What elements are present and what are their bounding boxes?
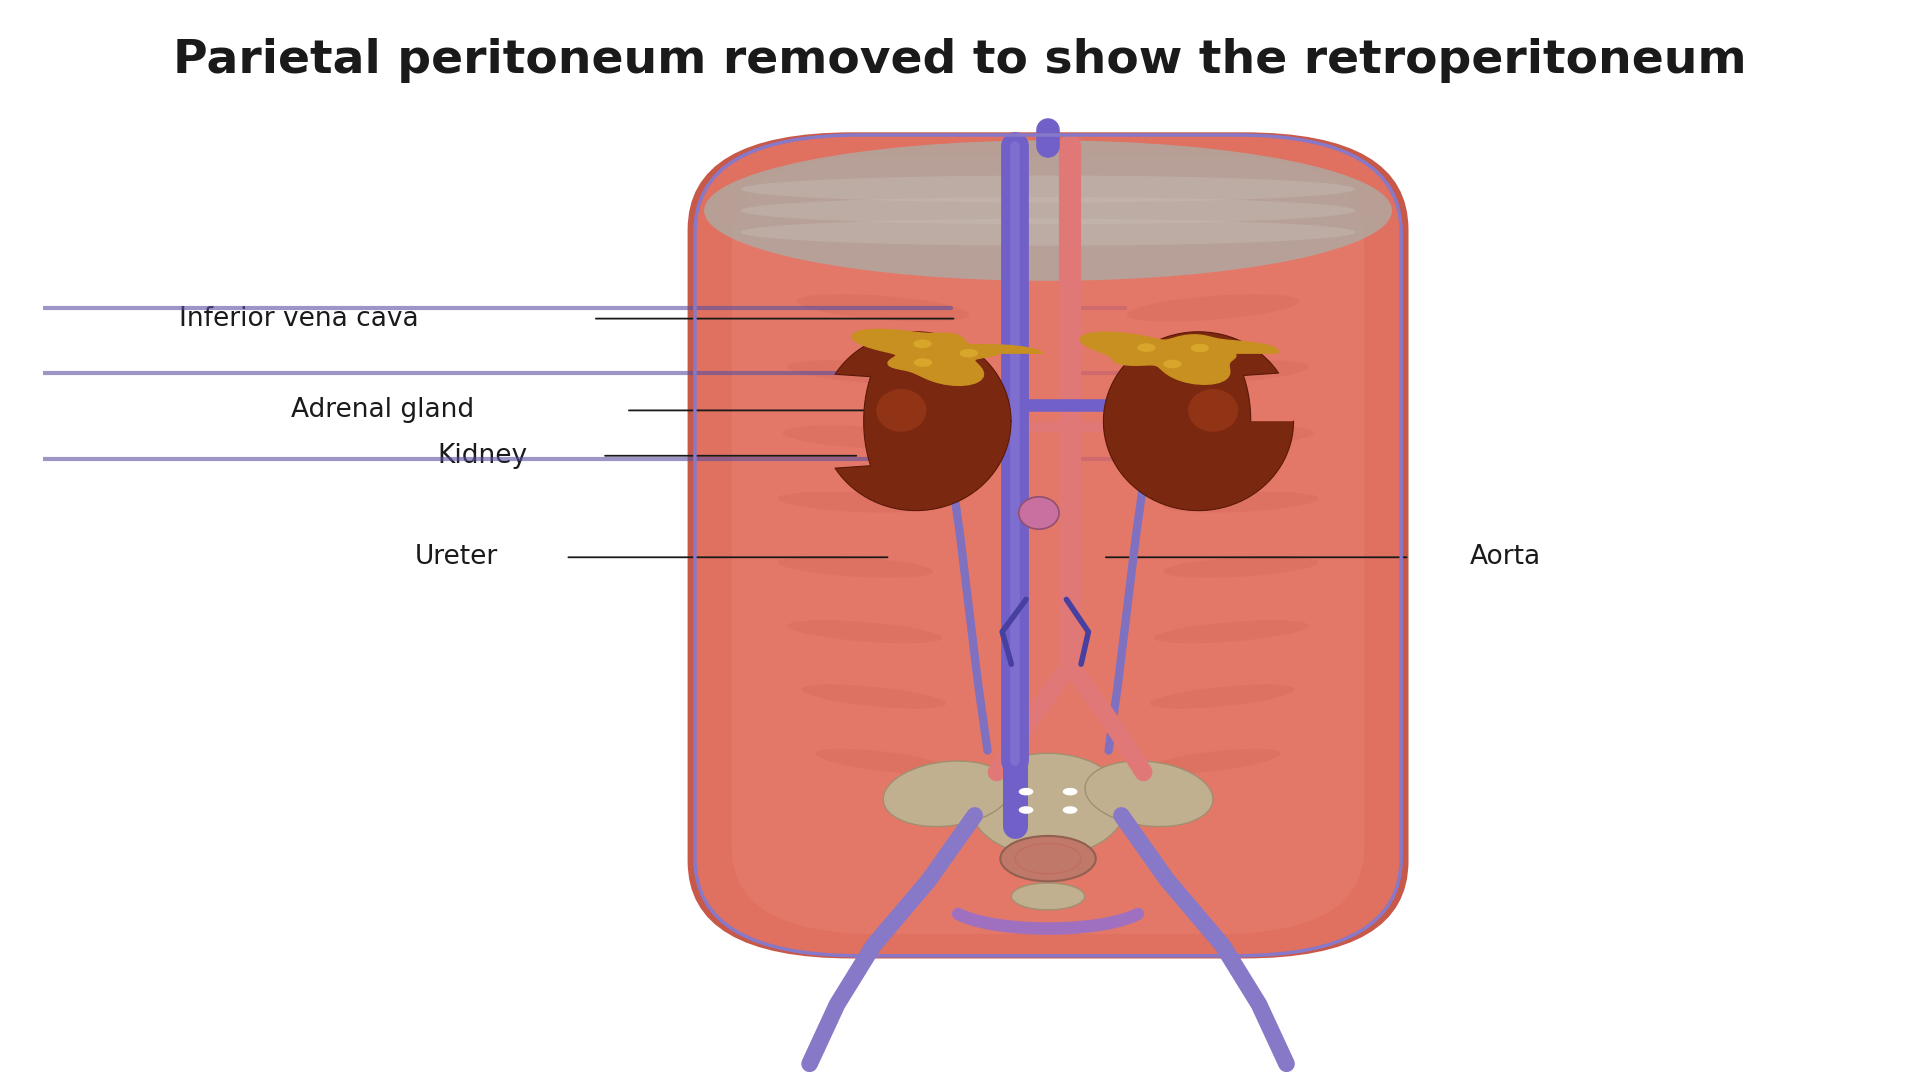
Text: Adrenal gland: Adrenal gland <box>290 397 474 423</box>
Ellipse shape <box>1137 361 1309 384</box>
Ellipse shape <box>797 294 970 322</box>
Ellipse shape <box>816 748 950 774</box>
Ellipse shape <box>970 754 1125 855</box>
Ellipse shape <box>1020 497 1060 529</box>
Ellipse shape <box>1190 343 1210 352</box>
Ellipse shape <box>883 761 1012 826</box>
Text: Inferior vena cava: Inferior vena cava <box>179 306 419 332</box>
Ellipse shape <box>783 426 947 449</box>
Ellipse shape <box>1020 788 1033 795</box>
Ellipse shape <box>778 491 933 513</box>
Polygon shape <box>1081 333 1279 384</box>
Ellipse shape <box>1164 491 1319 513</box>
Text: Kidney: Kidney <box>438 443 528 469</box>
PathPatch shape <box>687 133 1409 959</box>
Ellipse shape <box>741 218 1356 245</box>
Ellipse shape <box>741 197 1356 224</box>
Polygon shape <box>1104 332 1294 511</box>
Ellipse shape <box>1188 389 1238 432</box>
Ellipse shape <box>1064 788 1077 795</box>
Ellipse shape <box>1164 556 1319 578</box>
Ellipse shape <box>960 349 977 357</box>
Ellipse shape <box>876 389 925 432</box>
Ellipse shape <box>705 140 1392 281</box>
Text: Aorta: Aorta <box>1471 544 1542 570</box>
Ellipse shape <box>914 359 931 367</box>
Text: Parietal peritoneum removed to show the retroperitoneum: Parietal peritoneum removed to show the … <box>173 38 1747 83</box>
Ellipse shape <box>1127 294 1300 322</box>
Ellipse shape <box>1164 360 1181 368</box>
Ellipse shape <box>1150 685 1294 708</box>
Ellipse shape <box>914 339 931 348</box>
Ellipse shape <box>1064 806 1077 814</box>
Ellipse shape <box>1137 343 1156 352</box>
Ellipse shape <box>1154 620 1309 644</box>
Ellipse shape <box>801 685 947 708</box>
Ellipse shape <box>1085 761 1213 826</box>
Ellipse shape <box>1150 426 1313 449</box>
Polygon shape <box>852 329 1043 386</box>
PathPatch shape <box>695 135 1402 956</box>
Ellipse shape <box>787 361 960 384</box>
Ellipse shape <box>1020 806 1033 814</box>
Ellipse shape <box>787 620 943 644</box>
PathPatch shape <box>732 157 1365 934</box>
Text: Ureter: Ureter <box>415 544 497 570</box>
Ellipse shape <box>1146 748 1281 774</box>
Ellipse shape <box>741 175 1356 202</box>
Ellipse shape <box>778 556 933 578</box>
Polygon shape <box>835 332 1012 511</box>
Ellipse shape <box>1000 836 1096 881</box>
Ellipse shape <box>1012 883 1085 909</box>
